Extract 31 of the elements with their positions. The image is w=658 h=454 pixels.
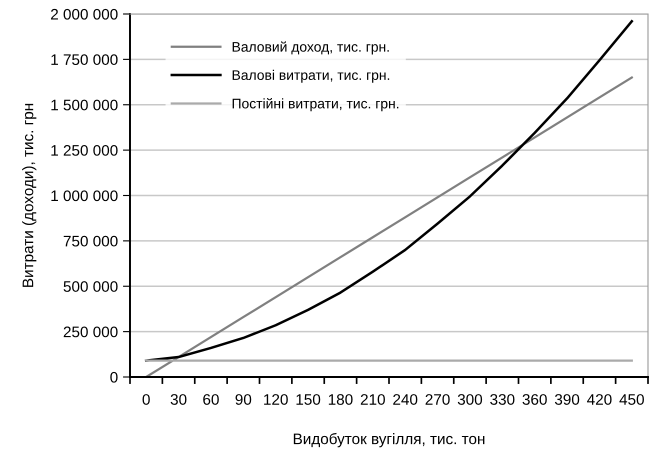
- y-axis-title: Витрати (доходи), тис. грн: [22, 104, 36, 287]
- y-tick-label: 1 500 000: [51, 100, 118, 110]
- line-series: [144, 20, 634, 362]
- x-tick-label: 390: [554, 394, 580, 405]
- y-tick-label: 750 000: [64, 236, 118, 247]
- x-tick-label: 300: [458, 394, 482, 405]
- x-axis-title: Видобуток вугілля, тис. тон: [294, 432, 484, 448]
- x-tick-label: 210: [360, 394, 385, 405]
- x-tick-label: 180: [328, 394, 353, 405]
- y-tick-label: 2 000 000: [51, 8, 118, 20]
- x-tick-label: 360: [522, 394, 547, 405]
- y-tick-label: 1 750 000: [51, 54, 118, 66]
- x-tick-label: 0: [142, 394, 150, 405]
- x-tick-label: 270: [426, 394, 450, 405]
- y-tick-label: 500 000: [64, 281, 118, 292]
- x-tick-label: 120: [264, 394, 288, 405]
- y-tick-label: 250 000: [64, 326, 118, 338]
- y-tick-label: 1 000 000: [51, 190, 118, 202]
- x-tick-label: 90: [236, 394, 252, 405]
- x-tick-label: 330: [490, 394, 514, 405]
- x-tick-label: 420: [587, 394, 612, 405]
- x-tick-label: 240: [393, 394, 418, 405]
- x-tick-label: 150: [296, 394, 320, 405]
- legend-label: Валові витрати, тис. грн.: [232, 70, 390, 83]
- x-tick-label: 30: [170, 394, 186, 405]
- y-tick-label: 0: [110, 372, 118, 383]
- legend-label: Валовий доход, тис. грн.: [232, 41, 389, 55]
- x-tick-label: 450: [619, 394, 644, 405]
- legend-label: Постійні витрати, тис. грн.: [232, 98, 398, 112]
- x-tick-label: 60: [203, 394, 219, 405]
- y-tick-label: 1 250 000: [51, 144, 118, 156]
